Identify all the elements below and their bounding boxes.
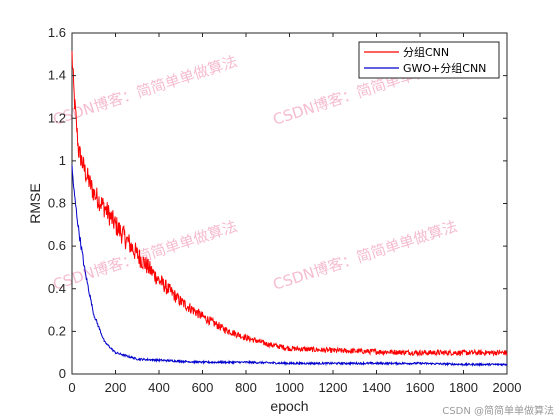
series-layer (71, 50, 508, 368)
y-tick-label: 0.2 (48, 323, 66, 338)
y-tick-label: 1 (59, 153, 66, 168)
y-tick-label: 1.2 (48, 110, 66, 125)
y-tick-label: 1.6 (48, 25, 66, 40)
y-axis-title: RMSE (27, 183, 43, 223)
watermark-text: CSDN博客：简简单单做算法 (51, 52, 240, 129)
watermark-layer: CSDN博客：简简单单做算法 CSDN博客：简简单单做算法CSDN博客：简简单单做… (51, 52, 460, 294)
y-axis: 0 0.2 0.4 0.6 0.8 1 1.2 1.4 1.6 (48, 25, 507, 381)
x-axis-title: epoch (270, 398, 308, 414)
legend: 分组CNN GWO+分组CNN (358, 41, 500, 79)
x-tick-label: 1200 (319, 380, 348, 395)
x-tick-label: 2000 (493, 380, 522, 395)
footer-watermark: CSDN @简简单单做算法 (442, 406, 554, 417)
x-tick-label: 1400 (362, 380, 391, 395)
x-tick-label: 600 (192, 380, 214, 395)
series-line-2 (71, 165, 508, 368)
legend-box (358, 41, 500, 79)
x-tick-label: 1600 (406, 380, 435, 395)
y-tick-label: 0.6 (48, 238, 66, 253)
y-tick-label: 0.8 (48, 196, 66, 211)
y-tick-label: 0 (59, 366, 66, 381)
series-line-1 (71, 50, 508, 357)
x-axis: 0 200 400 600 800 1000 1200 1400 1600 1800 2000 (68, 33, 521, 395)
x-tick-label: 400 (148, 380, 170, 395)
x-tick-label: 200 (105, 380, 127, 395)
x-tick-label: 1000 (275, 380, 304, 395)
x-tick-label: 0 (68, 380, 75, 395)
x-tick-label: 800 (235, 380, 257, 395)
y-tick-label: 0.4 (48, 281, 66, 296)
x-tick-label: 1800 (449, 380, 478, 395)
legend-label: GWO+分组CNN (403, 61, 486, 75)
y-tick-label: 1.4 (48, 68, 66, 83)
watermark-text: CSDN博客：简简单单做算法 (271, 217, 460, 294)
legend-label: 分组CNN (403, 45, 449, 59)
